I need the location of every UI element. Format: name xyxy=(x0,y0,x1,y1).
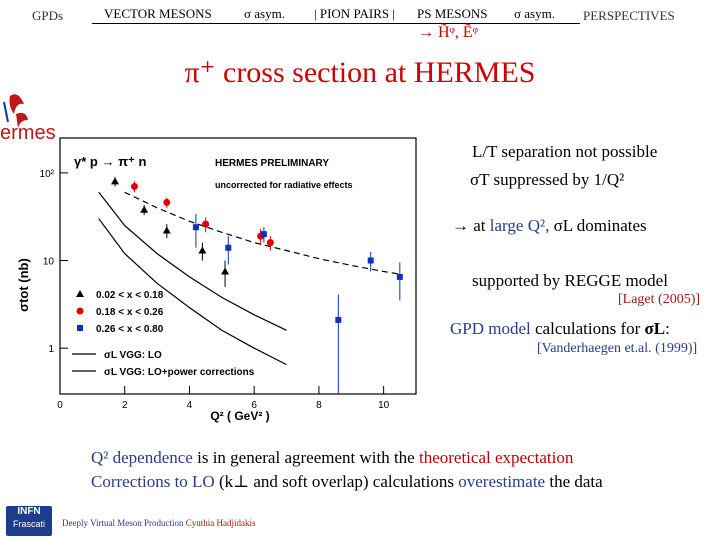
calc-for-text: calculations for xyxy=(535,319,641,338)
data-point-triangle xyxy=(140,205,149,213)
plot-uncorr-label: uncorrected for radiative effects xyxy=(215,180,353,190)
footer-text: Deeply Virtual Meson Production Cynthia … xyxy=(62,518,256,528)
y-tick-label: 1 xyxy=(48,344,54,355)
footer-title: Deeply Virtual Meson Production xyxy=(62,518,184,528)
header-subtitle: → H̃ᵠ, Ẽᵠ xyxy=(418,24,478,42)
header-nav-bar: VECTOR MESONS σ asym. | PION PAIRS | PS … xyxy=(92,3,580,24)
overestimate-text: overestimate xyxy=(458,472,546,491)
nav-ps-mesons[interactable]: PS MESONS xyxy=(417,6,488,21)
header-gpds[interactable]: GPDs xyxy=(32,8,64,23)
sigmaL-dominates-text: σL dominates xyxy=(553,216,647,235)
plot-reaction-label: γ* p → π⁺ n xyxy=(74,154,146,169)
the-data-text: the data xyxy=(549,472,603,491)
nav-sigma-asym-1[interactable]: σ asym. xyxy=(244,6,285,21)
gpd-model-text: GPD model xyxy=(450,319,531,338)
colon-text: : xyxy=(665,319,670,338)
infn-logo: INFN Frascati xyxy=(6,506,52,536)
plot-xlabel: Q² ( GeV² ) xyxy=(210,409,269,423)
kperp-text: (k⊥ and soft overlap) calculations xyxy=(218,472,454,491)
nav-pion-pairs[interactable]: | PION PAIRS | xyxy=(314,6,395,21)
infn-logo-line2: Frascati xyxy=(12,519,45,529)
data-point-square xyxy=(367,257,374,264)
x-tick-label: 6 xyxy=(251,400,257,411)
plot-points xyxy=(111,176,403,394)
data-point-triangle xyxy=(111,177,120,185)
data-point-square xyxy=(396,273,403,280)
legend-line-label: σL VGG: LO xyxy=(104,350,162,361)
data-point-triangle xyxy=(162,226,171,234)
bottom-line-2: Corrections to LO (k⊥ and soft overlap) … xyxy=(91,472,603,492)
data-point-circle xyxy=(266,239,274,247)
x-tick-label: 0 xyxy=(57,400,63,411)
legend-marker xyxy=(76,307,84,315)
arrow-icon: → xyxy=(418,24,434,41)
sigma-l-bold: σL xyxy=(644,319,666,338)
y-tick-label: 10 xyxy=(43,257,55,268)
data-point-square xyxy=(335,316,342,323)
legend-line-label: σL VGG: LO+power corrections xyxy=(104,367,255,378)
infn-logo-line1: INFN xyxy=(17,506,41,517)
data-point-circle xyxy=(130,182,138,190)
plot-ylabel: σtot (nb) xyxy=(16,258,31,312)
gpd-model-line: GPD model calculations for σL: xyxy=(450,319,670,339)
data-point-square xyxy=(192,224,199,231)
data-point-triangle xyxy=(221,267,230,275)
data-point-circle xyxy=(163,198,171,206)
model-curve xyxy=(98,218,287,366)
theoretical-expectation-text: theoretical expectation xyxy=(418,448,574,467)
lt-separation-text: L/T separation not possible xyxy=(472,142,658,161)
laget-ref: [Laget (2005)] xyxy=(618,292,701,307)
sigmaT-text: σT suppressed by 1/Q² xyxy=(470,170,625,189)
legend-marker xyxy=(76,290,84,297)
data-point-square xyxy=(225,244,232,251)
regge-text: supported by REGGE model xyxy=(472,271,668,290)
legend-label: 0.02 < x < 0.18 xyxy=(96,290,164,301)
x-tick-label: 4 xyxy=(187,400,193,411)
vanderhaegen-ref: [Vanderhaegen et.al. (1999)] xyxy=(537,341,698,356)
footer-author: Cynthia Hadjidakis xyxy=(185,518,256,528)
legend-marker xyxy=(77,325,83,331)
q2-dependence-text: Q² dependence xyxy=(91,448,193,467)
data-point-square xyxy=(260,231,267,238)
cross-section-plot: γ* p → π⁺ n HERMES PRELIMINARY uncorrect… xyxy=(16,137,417,423)
model-curve xyxy=(98,191,287,331)
x-tick-label: 8 xyxy=(316,400,322,411)
nav-vector-mesons[interactable]: VECTOR MESONS xyxy=(104,6,212,21)
hermes-logo: ermes xyxy=(0,88,70,148)
at-text: at xyxy=(473,216,486,235)
data-point-triangle xyxy=(198,246,207,254)
large-q2-line: → at large Q², σL dominates xyxy=(452,216,647,236)
arrow-right-icon: → xyxy=(452,216,469,235)
y-tick-label: 10² xyxy=(40,169,55,180)
general-agreement-text: is in general agreement with the xyxy=(197,448,415,467)
plot-legend: 0.02 < x < 0.18 0.18 < x < 0.26 0.26 < x <… xyxy=(72,290,255,378)
legend-label: 0.18 < x < 0.26 xyxy=(96,307,164,318)
data-point-circle xyxy=(202,220,210,228)
plot-prelim-label: HERMES PRELIMINARY xyxy=(215,158,329,169)
header-perspectives[interactable]: PERSPECTIVES xyxy=(583,8,675,23)
hermes-wing-icon xyxy=(3,94,28,128)
slide-title: π⁺ cross section at HERMES xyxy=(184,56,536,89)
header-subtitle-text: H̃ᵠ, Ẽᵠ xyxy=(438,24,479,41)
legend-label: 0.26 < x < 0.80 xyxy=(96,324,164,335)
bottom-line-1: Q² dependence is in general agreement wi… xyxy=(91,448,573,468)
corrections-lo-text: Corrections to LO xyxy=(91,472,215,491)
nav-sigma-asym-2[interactable]: σ asym. xyxy=(514,6,555,21)
x-tick-label: 2 xyxy=(122,400,128,411)
hermes-logo-text: ermes xyxy=(0,122,56,144)
x-tick-label: 10 xyxy=(378,400,390,411)
large-q2-text: large Q², xyxy=(489,216,550,235)
